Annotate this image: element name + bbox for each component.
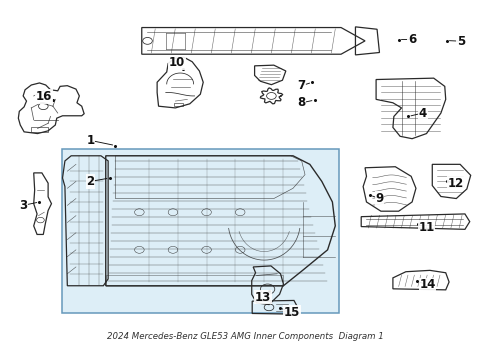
Text: 8: 8 — [297, 96, 306, 109]
Text: 9: 9 — [375, 192, 384, 205]
Text: 3: 3 — [19, 199, 27, 212]
Text: 4: 4 — [418, 107, 427, 120]
Text: 10: 10 — [169, 56, 185, 69]
Text: 1: 1 — [86, 134, 95, 147]
Text: 5: 5 — [457, 35, 465, 48]
Text: 14: 14 — [419, 278, 436, 291]
Text: 15: 15 — [284, 306, 300, 319]
Text: 6: 6 — [408, 33, 416, 46]
Text: 13: 13 — [255, 291, 271, 303]
Text: 2: 2 — [86, 175, 95, 188]
Text: 16: 16 — [36, 90, 52, 103]
Text: 2024 Mercedes-Benz GLE53 AMG Inner Components  Diagram 1: 2024 Mercedes-Benz GLE53 AMG Inner Compo… — [107, 332, 383, 341]
Text: 11: 11 — [418, 221, 435, 234]
FancyBboxPatch shape — [62, 149, 339, 313]
Text: 12: 12 — [448, 177, 465, 190]
Text: 7: 7 — [297, 79, 306, 92]
